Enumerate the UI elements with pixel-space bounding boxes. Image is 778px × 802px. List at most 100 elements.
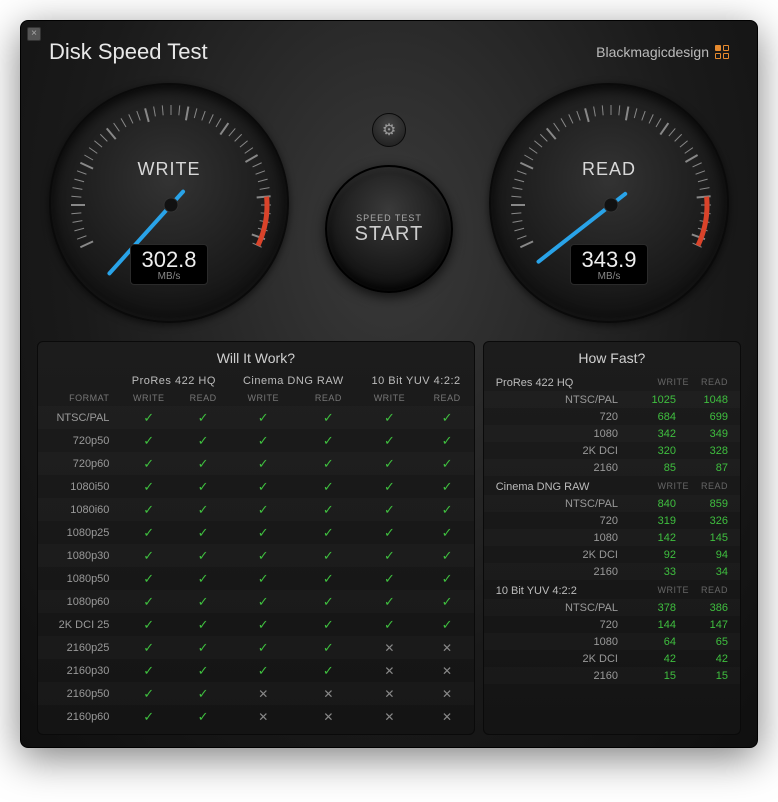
hf-row: 1080142145 — [484, 529, 740, 546]
hf-write-value: 42 — [632, 653, 676, 665]
hf-row: 720144147 — [484, 616, 740, 633]
hf-read-value: 1048 — [684, 394, 728, 406]
check-icon: ✓ — [420, 590, 473, 613]
check-icon: ✓ — [420, 613, 473, 636]
write-gauge-label: WRITE — [51, 159, 287, 180]
x-icon: ✕ — [420, 636, 473, 659]
check-icon: ✓ — [228, 567, 298, 590]
check-icon: ✓ — [119, 659, 178, 682]
wiw-format-label: 720p60 — [38, 452, 119, 475]
check-icon: ✓ — [178, 659, 228, 682]
check-icon: ✓ — [119, 705, 178, 728]
hf-read-value: 859 — [684, 498, 728, 510]
hf-write-value: 1025 — [632, 394, 676, 406]
write-gauge-dial — [51, 85, 291, 325]
check-icon: ✓ — [178, 475, 228, 498]
check-icon: ✓ — [178, 498, 228, 521]
hf-read-value: 42 — [684, 653, 728, 665]
check-icon: ✓ — [119, 567, 178, 590]
check-icon: ✓ — [298, 406, 358, 429]
check-icon: ✓ — [358, 613, 420, 636]
check-icon: ✓ — [119, 682, 178, 705]
check-icon: ✓ — [178, 567, 228, 590]
check-icon: ✓ — [298, 613, 358, 636]
x-icon: ✕ — [358, 705, 420, 728]
wiw-format-label: 2160p30 — [38, 659, 119, 682]
wiw-format-label: 720p50 — [38, 429, 119, 452]
check-icon: ✓ — [178, 682, 228, 705]
write-value: 302.8 — [141, 249, 197, 271]
wiw-group-header: ProRes 422 HQ — [119, 372, 228, 390]
check-icon: ✓ — [228, 498, 298, 521]
gauges-row: WRITE 302.8 MB/s ⚙ SPEED TEST START READ — [21, 75, 757, 341]
x-icon: ✕ — [228, 705, 298, 728]
hf-write-value: 342 — [632, 428, 676, 440]
x-icon: ✕ — [420, 659, 473, 682]
check-icon: ✓ — [228, 544, 298, 567]
check-icon: ✓ — [178, 705, 228, 728]
check-icon: ✓ — [178, 613, 228, 636]
check-icon: ✓ — [178, 521, 228, 544]
hf-codec-name: ProRes 422 HQ — [496, 377, 574, 389]
hf-row: 21608587 — [484, 459, 740, 476]
hf-res-label: 2160 — [496, 566, 632, 578]
wiw-sub-header: READ — [298, 390, 358, 406]
hf-write-value: 840 — [632, 498, 676, 510]
check-icon: ✓ — [178, 636, 228, 659]
check-icon: ✓ — [298, 452, 358, 475]
hf-write-value: 85 — [632, 462, 676, 474]
check-icon: ✓ — [119, 613, 178, 636]
hf-read-value: 65 — [684, 636, 728, 648]
hf-read-value: 326 — [684, 515, 728, 527]
x-icon: ✕ — [358, 659, 420, 682]
settings-button[interactable]: ⚙ — [372, 113, 406, 147]
check-icon: ✓ — [119, 544, 178, 567]
hf-res-label: 720 — [496, 411, 632, 423]
check-icon: ✓ — [358, 521, 420, 544]
check-icon: ✓ — [228, 521, 298, 544]
start-button[interactable]: SPEED TEST START — [325, 165, 453, 293]
check-icon: ✓ — [420, 429, 473, 452]
hf-codec-name: Cinema DNG RAW — [496, 481, 590, 493]
wiw-format-label: 1080i50 — [38, 475, 119, 498]
hf-title: How Fast? — [484, 350, 740, 366]
check-icon: ✓ — [358, 590, 420, 613]
x-icon: ✕ — [298, 682, 358, 705]
close-button[interactable]: × — [27, 27, 41, 41]
check-icon: ✓ — [119, 590, 178, 613]
check-icon: ✓ — [178, 429, 228, 452]
check-icon: ✓ — [298, 590, 358, 613]
wiw-format-label: 2160p50 — [38, 682, 119, 705]
start-line1: SPEED TEST — [356, 213, 422, 223]
table-row: 2160p30✓✓✓✓✕✕ — [38, 659, 474, 682]
wiw-format-label: 2160p60 — [38, 705, 119, 728]
hf-write-value: 320 — [632, 445, 676, 457]
table-row: NTSC/PAL✓✓✓✓✓✓ — [38, 406, 474, 429]
read-unit: MB/s — [581, 271, 637, 282]
center-controls: ⚙ SPEED TEST START — [325, 113, 453, 293]
hf-row: 720684699 — [484, 408, 740, 425]
table-row: 720p60✓✓✓✓✓✓ — [38, 452, 474, 475]
hf-res-label: 1080 — [496, 636, 632, 648]
check-icon: ✓ — [119, 521, 178, 544]
check-icon: ✓ — [420, 498, 473, 521]
write-readout: 302.8 MB/s — [130, 244, 208, 285]
check-icon: ✓ — [298, 636, 358, 659]
wiw-sub-header: READ — [178, 390, 228, 406]
wiw-group-header: 10 Bit YUV 4:2:2 — [358, 372, 473, 390]
check-icon: ✓ — [358, 567, 420, 590]
table-row: 1080p60✓✓✓✓✓✓ — [38, 590, 474, 613]
hf-read-value: 145 — [684, 532, 728, 544]
check-icon: ✓ — [358, 544, 420, 567]
check-icon: ✓ — [420, 544, 473, 567]
hf-write-value: 378 — [632, 602, 676, 614]
wiw-sub-header: READ — [420, 390, 473, 406]
x-icon: ✕ — [228, 682, 298, 705]
read-gauge: READ 343.9 MB/s — [489, 83, 729, 323]
wiw-format-header: FORMAT — [38, 390, 119, 406]
hf-write-value: 92 — [632, 549, 676, 561]
read-readout: 343.9 MB/s — [570, 244, 648, 285]
hf-sub-header: WRITE READ — [657, 377, 728, 389]
check-icon: ✓ — [420, 452, 473, 475]
hf-section-header: 10 Bit YUV 4:2:2WRITE READ — [484, 580, 740, 599]
